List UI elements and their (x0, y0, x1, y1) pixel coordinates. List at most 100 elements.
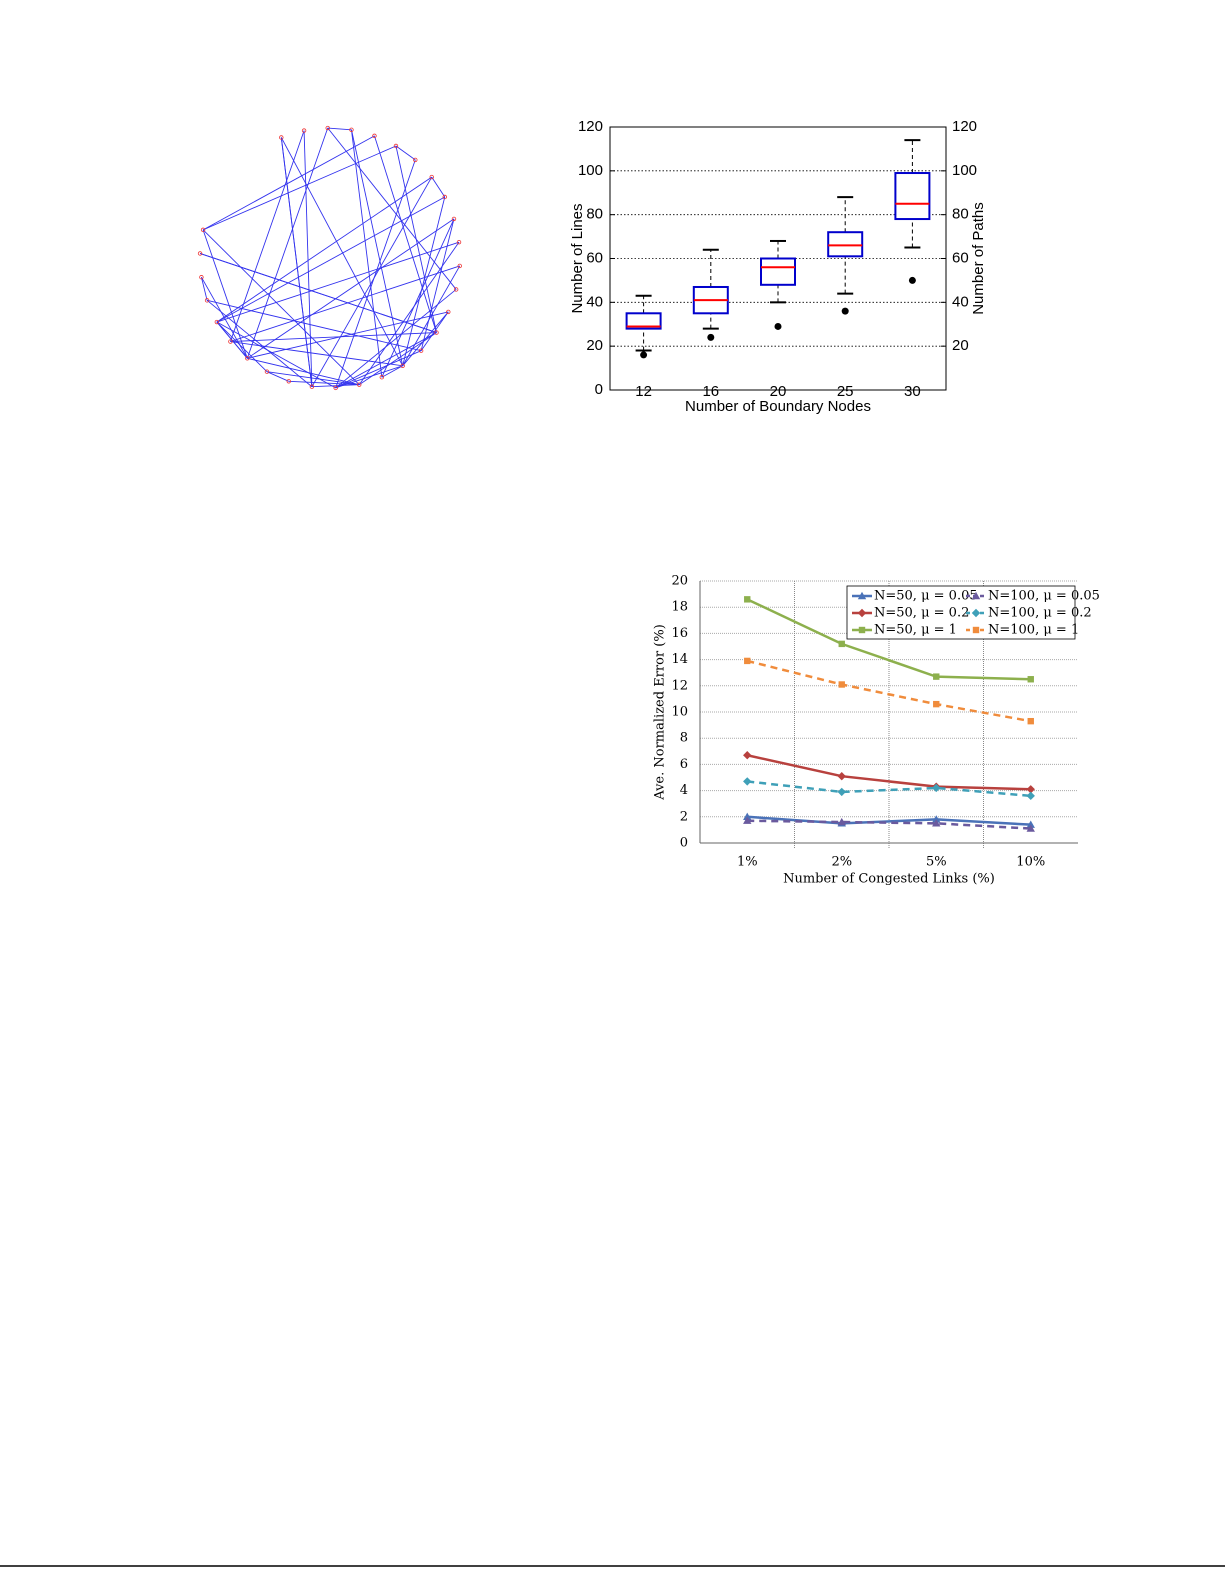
network-diagram (197, 125, 462, 391)
network-node (349, 127, 354, 132)
network-edge (206, 299, 422, 352)
legend-marker (972, 626, 980, 634)
plot-frame (609, 126, 947, 391)
box (827, 231, 864, 258)
network-edge (202, 135, 375, 231)
legend-marker (857, 608, 867, 618)
network-edge (247, 357, 360, 386)
point (837, 787, 846, 797)
network-node (333, 385, 338, 391)
point (744, 657, 751, 665)
legend-box (846, 585, 1076, 640)
y2-tick-label: 100 (952, 162, 977, 179)
network-edge (381, 365, 403, 378)
box (894, 172, 931, 221)
network-edge (420, 218, 455, 351)
box (760, 257, 796, 286)
network-edge (266, 371, 360, 386)
network-edge (381, 218, 455, 378)
network-edge (335, 289, 457, 389)
point (743, 751, 752, 760)
series-line (747, 815, 1031, 826)
network-node (301, 128, 307, 133)
network-node (204, 298, 210, 303)
network-node (442, 194, 447, 200)
network-edge (202, 145, 397, 231)
network-node (197, 251, 203, 256)
y-tick-label: 20 (671, 574, 688, 589)
x-axis-title: Number of Boundary Nodes (685, 398, 871, 415)
x-tick-label: 30 (904, 383, 921, 400)
network-node (418, 348, 424, 353)
point (932, 819, 941, 827)
x-tick-label: 25 (837, 383, 854, 400)
point (1026, 791, 1035, 801)
point (743, 777, 752, 786)
x-tick-label: 16 (702, 383, 719, 400)
y2-tick-label: 20 (952, 337, 969, 354)
y-tick-label: 80 (586, 206, 603, 223)
y-axis-title: Ave. Normalized Error (%) (653, 624, 668, 801)
legend-marker (857, 591, 867, 600)
network-edge (327, 127, 352, 131)
point (743, 812, 752, 820)
network-node (200, 227, 206, 233)
x-tick-label: 20 (770, 383, 787, 400)
series-line (746, 659, 1031, 723)
box-chart: 0 20 40 60 80 100 120 20 40 60 80 100 120 Number of L… (569, 118, 987, 415)
point (837, 771, 846, 781)
network-node (400, 363, 405, 368)
line-chart: 0 2 4 6 8 10 12 14 16 18 20 1% 2% 5% 10% Number of Cong… (653, 574, 1100, 887)
x-tick-label: 2% (831, 855, 852, 870)
box (625, 312, 662, 330)
y-tick-label: 100 (578, 162, 603, 179)
network-node (199, 275, 204, 280)
y2-axis-title: Number of Paths (970, 202, 987, 315)
network-node (309, 384, 315, 389)
x-tick-label: 1% (737, 855, 758, 870)
network-edge (247, 311, 449, 359)
network-node (434, 330, 439, 335)
point (932, 815, 941, 823)
network-edge (230, 332, 437, 343)
y-tick-label: 2 (680, 809, 688, 824)
network-node (325, 125, 330, 131)
network-edge (395, 145, 437, 333)
network-edge (402, 196, 446, 366)
point (838, 640, 845, 648)
network-edge (229, 130, 305, 342)
point (932, 783, 941, 793)
point (1027, 717, 1034, 725)
network-node (456, 239, 462, 245)
network-edge (216, 176, 432, 323)
network-node (279, 135, 284, 140)
legend-label: N=50, μ = 0.05 (874, 589, 978, 604)
network-node (413, 157, 418, 163)
network-edge (199, 253, 437, 333)
x-tick-label: 5% (926, 855, 947, 870)
y-tick-label: 8 (680, 731, 688, 746)
x-axis-title: Number of Congested Links (%) (783, 872, 995, 887)
y-tick-label: 60 (586, 249, 603, 266)
y-tick-label: 10 (671, 705, 688, 720)
outlier (707, 333, 715, 341)
network-edge (311, 176, 433, 387)
point (743, 816, 752, 824)
network-node (357, 382, 362, 387)
point (933, 673, 940, 680)
network-edge (327, 127, 457, 290)
series-line (746, 754, 1031, 791)
network-node (429, 174, 434, 180)
point (838, 681, 845, 688)
y2-tick-label: 40 (952, 293, 969, 310)
network-edge (280, 137, 313, 387)
y-tick-label: 120 (578, 118, 603, 135)
legend-marker (971, 591, 981, 600)
y-tick-label: 6 (680, 757, 688, 772)
network-edge (335, 159, 416, 389)
network-edge (335, 350, 422, 389)
network-edge (200, 277, 208, 301)
legend-marker (858, 626, 866, 634)
y-tick-label: 0 (595, 381, 603, 398)
